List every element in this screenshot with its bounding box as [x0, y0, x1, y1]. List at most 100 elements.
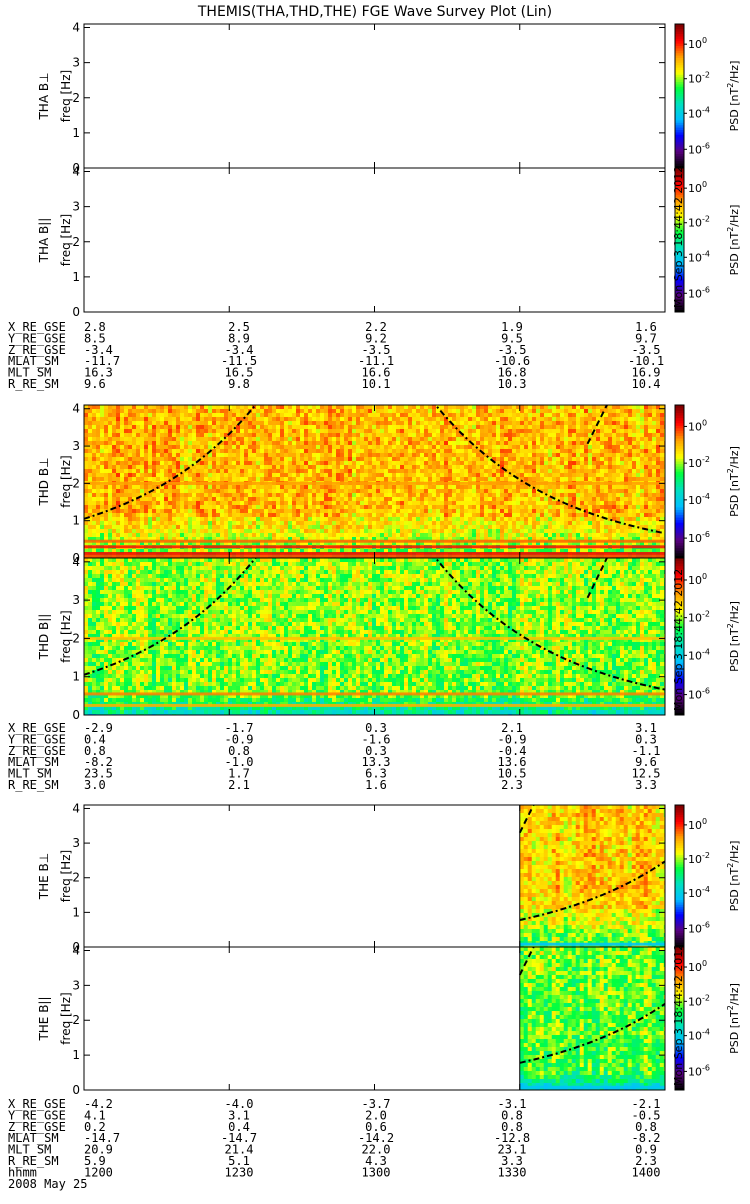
colorbar-label: PSD [nT2/Hz] [726, 205, 741, 276]
y-axis-label: freq [Hz] [59, 850, 73, 902]
colorbar-tick-label: 10-2 [688, 71, 710, 86]
colorbar-tick-label: 10-4 [688, 105, 710, 120]
colorbar-label: PSD [nT2/Hz] [726, 601, 741, 672]
date-label: 2008 May 25 [8, 1177, 87, 1191]
colorbar-label: PSD [nT2/Hz] [726, 983, 741, 1054]
y-tick-label: 3 [72, 836, 80, 850]
spectrogram [520, 805, 668, 949]
colorbar-label: PSD [nT2/Hz] [726, 446, 741, 517]
colorbar-tick-label: 10-6 [688, 141, 710, 156]
y-axis-label: freq [Hz] [59, 992, 73, 1044]
panel-probe-label: THA B⊥ [37, 72, 51, 120]
y-tick-label: 0 [72, 1083, 80, 1097]
y-tick-label: 3 [72, 200, 80, 214]
y-tick-label: 2 [72, 1013, 80, 1027]
spectrogram [84, 558, 668, 718]
panel-probe-label: THE B|| [37, 996, 51, 1041]
ephemeris-value: 3.3 [635, 778, 657, 792]
spectrogram [520, 947, 668, 1091]
y-tick-label: 0 [72, 708, 80, 722]
x-tick-label: 1200 [84, 1165, 113, 1179]
colorbar [675, 24, 687, 168]
x-tick-label: 1300 [362, 1165, 391, 1179]
colorbar-tick-label: 10-6 [688, 687, 710, 702]
panel-probe-label: THE B⊥ [37, 853, 51, 900]
y-axis-label: freq [Hz] [59, 455, 73, 507]
colorbar-tick-label: 10-2 [688, 610, 710, 625]
y-tick-label: 2 [72, 631, 80, 645]
panel-probe-label: THD B⊥ [37, 457, 51, 506]
colorbar-tick-label: 10-2 [688, 993, 710, 1008]
y-tick-label: 4 [72, 801, 80, 815]
colorbar-tick-label: 100 [688, 180, 707, 195]
y-tick-label: 0 [72, 305, 80, 319]
y-tick-label: 1 [72, 670, 80, 684]
y-axis-label: freq [Hz] [59, 214, 73, 266]
y-tick-label: 2 [72, 91, 80, 105]
y-tick-label: 1 [72, 126, 80, 140]
ephemeris-value: 10.1 [362, 377, 391, 391]
colorbar-tick-label: 100 [688, 36, 707, 51]
figure-title: THEMIS(THA,THD,THE) FGE Wave Survey Plot… [197, 4, 552, 20]
colorbar-tick-label: 10-2 [688, 215, 710, 230]
colorbar [675, 405, 687, 558]
ephemeris-value: 2.3 [501, 778, 523, 792]
y-tick-label: 4 [72, 555, 80, 569]
colorbar-tick-label: 100 [688, 817, 707, 832]
ephemeris-value: 9.6 [84, 377, 106, 391]
x-tick-label: 1330 [498, 1165, 527, 1179]
colorbar-tick-label: 10-2 [688, 455, 710, 470]
ephemeris-value: 2.1 [228, 778, 250, 792]
colorbar-tick-label: 100 [688, 959, 707, 974]
y-tick-label: 4 [72, 402, 80, 416]
y-tick-label: 2 [72, 476, 80, 490]
y-axis-label: freq [Hz] [59, 610, 73, 662]
y-tick-label: 1 [72, 1048, 80, 1062]
colorbar-label: PSD [nT2/Hz] [726, 841, 741, 912]
y-tick-label: 3 [72, 439, 80, 453]
y-tick-label: 3 [72, 978, 80, 992]
colorbar-tick-label: 10-4 [688, 492, 710, 507]
colorbar-tick-label: 10-4 [688, 249, 710, 264]
panel-probe-label: THD B|| [37, 614, 51, 661]
colorbar-tick-label: 10-6 [688, 1063, 710, 1078]
colorbar-tick-label: 10-4 [688, 1028, 710, 1043]
y-tick-label: 4 [72, 943, 80, 957]
y-tick-label: 4 [72, 21, 80, 35]
colorbar-tick-label: 10-6 [688, 285, 710, 300]
colorbar-tick-label: 10-4 [688, 885, 710, 900]
ephemeris-row-label: R_RE_SM [8, 778, 59, 792]
y-tick-label: 3 [72, 593, 80, 607]
y-tick-label: 4 [72, 165, 80, 179]
spectrogram [84, 405, 668, 561]
ephemeris-value: 3.0 [84, 778, 106, 792]
ephemeris-value: 1.6 [365, 778, 387, 792]
y-tick-label: 2 [72, 235, 80, 249]
timestamp-label: Mon Sep 3 18:44:42 2012 [672, 166, 685, 308]
ephemeris-value: 10.3 [498, 377, 527, 391]
colorbar-tick-label: 10-2 [688, 851, 710, 866]
timestamp-label: Mon Sep 3 18:44:42 2012 [672, 944, 685, 1086]
colorbar-tick-label: 10-4 [688, 647, 710, 662]
panel-probe-label: THA B|| [37, 218, 51, 264]
panel-tha-bperp [84, 24, 687, 168]
ephemeris-value: 10.4 [632, 377, 661, 391]
y-tick-label: 3 [72, 56, 80, 70]
colorbar-tick-label: 10-6 [688, 530, 710, 545]
x-tick-label: 1400 [632, 1165, 661, 1179]
y-tick-label: 1 [72, 270, 80, 284]
timestamp-label: Mon Sep 3 18:44:42 2012 [672, 569, 685, 711]
ephemeris-value: 9.8 [228, 377, 250, 391]
colorbar-tick-label: 100 [688, 572, 707, 587]
x-tick-label: 1230 [225, 1165, 254, 1179]
y-axis-label: freq [Hz] [59, 70, 73, 122]
y-tick-label: 2 [72, 871, 80, 885]
colorbar [675, 805, 687, 947]
colorbar-label: PSD [nT2/Hz] [726, 61, 741, 132]
colorbar-tick-label: 10-6 [688, 921, 710, 936]
panel-tha-bpar [84, 168, 687, 312]
ephemeris-row-label: R_RE_SM [8, 377, 59, 391]
y-tick-label: 1 [72, 905, 80, 919]
